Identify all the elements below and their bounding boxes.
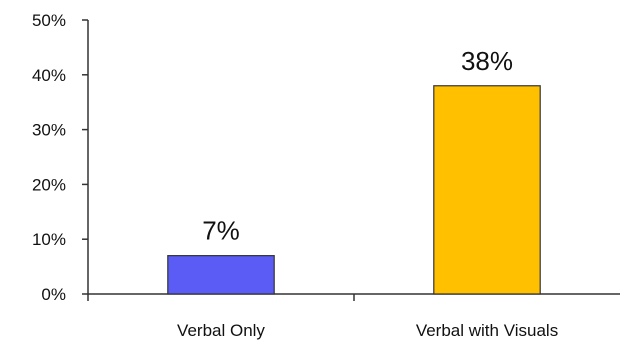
y-tick-label: 40% — [32, 66, 66, 85]
y-tick-label: 0% — [41, 285, 66, 304]
x-category-label: Verbal with Visuals — [416, 321, 558, 340]
bars — [167, 85, 541, 295]
data-label: 7% — [202, 216, 240, 246]
data-labels: 7% 38% — [202, 46, 513, 246]
y-tick-label: 50% — [32, 11, 66, 30]
bar-verbal-only — [167, 255, 275, 295]
y-tick-label: 20% — [32, 175, 66, 194]
x-axis: Verbal Only Verbal with Visuals — [87, 293, 620, 340]
data-label: 38% — [461, 46, 513, 76]
y-tick-label: 10% — [32, 230, 66, 249]
bar-verbal-with-visuals — [433, 85, 541, 295]
x-category-label: Verbal Only — [177, 321, 265, 340]
y-axis: 0% 10% 20% 30% 40% 50% — [32, 11, 89, 304]
y-tick-label: 30% — [32, 121, 66, 140]
